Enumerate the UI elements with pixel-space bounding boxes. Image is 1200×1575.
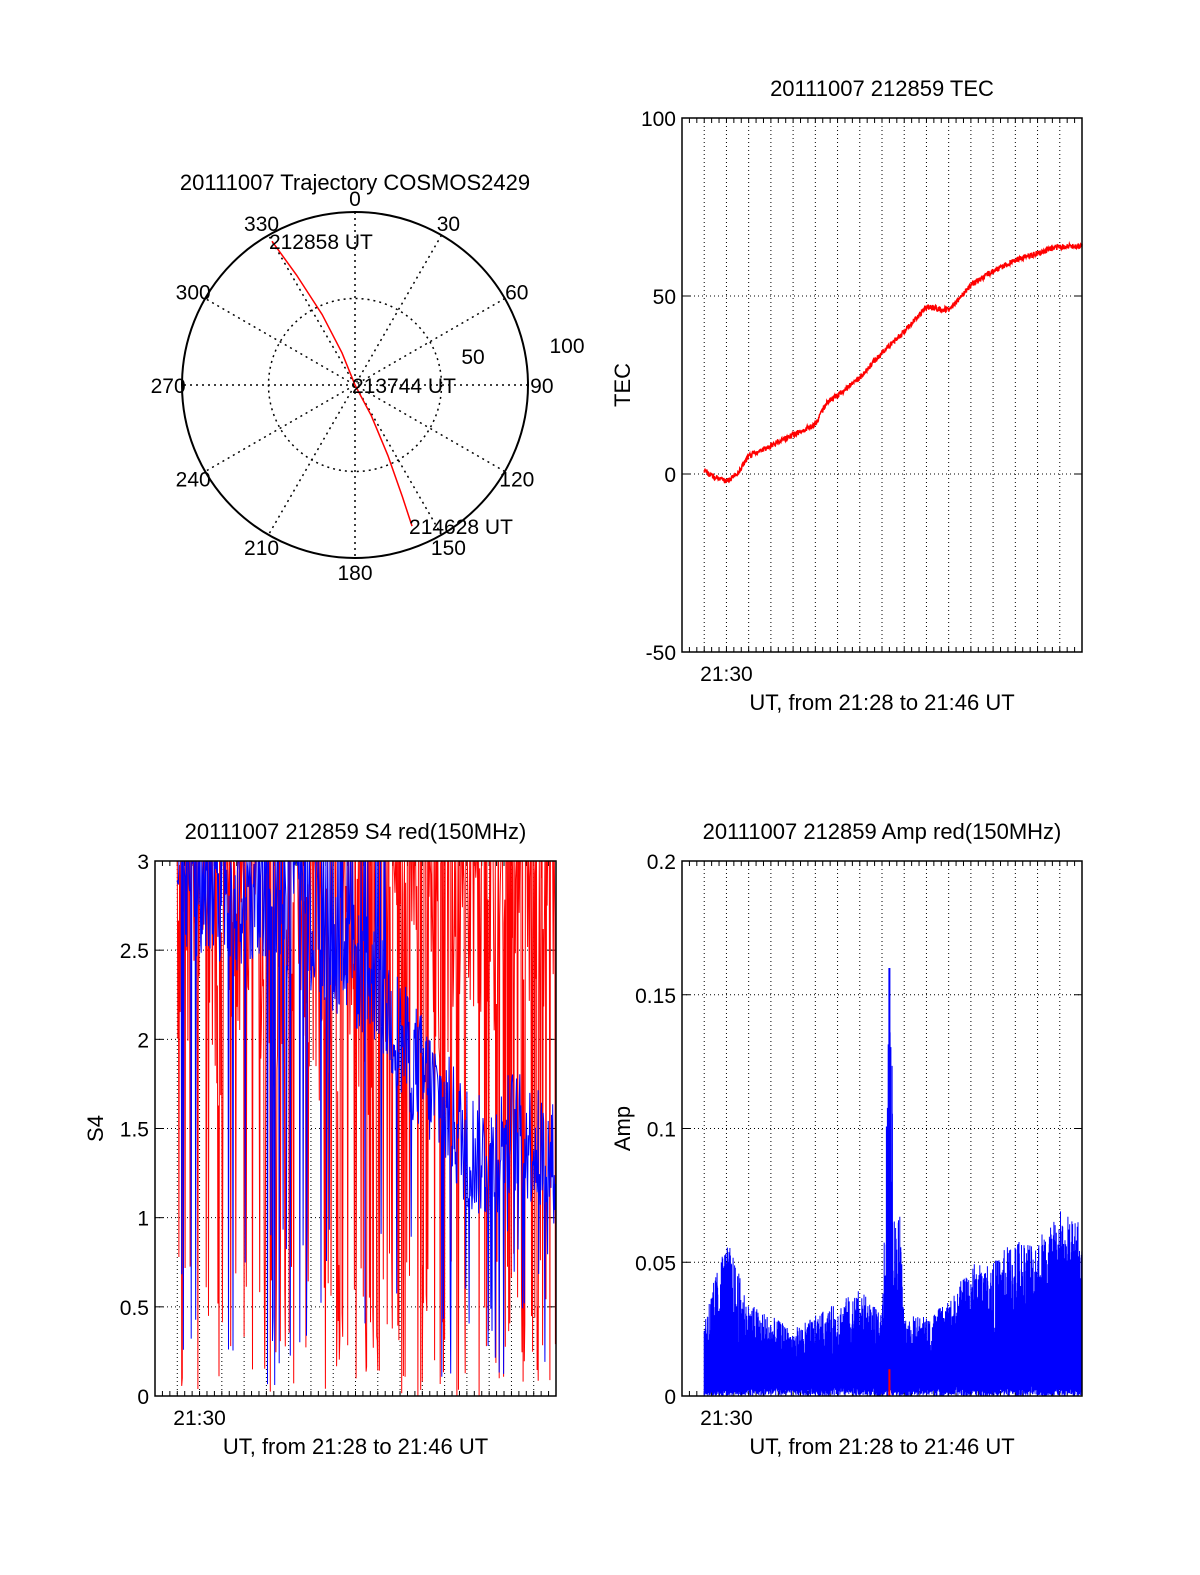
- y-tick-label: 1: [137, 1208, 149, 1231]
- y-tick-label: 0.15: [635, 985, 676, 1008]
- polar-angle-label: 270: [151, 375, 186, 398]
- y-tick-label: 0: [664, 464, 676, 487]
- polar-angle-label: 300: [176, 282, 211, 305]
- x-tick-label: 21:30: [700, 1407, 753, 1430]
- y-tick-label: 1.5: [120, 1119, 149, 1142]
- y-tick-label: 100: [641, 108, 676, 131]
- polar-spoke: [267, 234, 443, 536]
- plot-area: [703, 240, 1083, 484]
- panel-title: 20111007 212859 S4 red(150MHz): [185, 819, 527, 844]
- x-tick-label: 21:30: [173, 1407, 226, 1430]
- polar-angle-label: 210: [244, 537, 279, 560]
- y-tick-label: 0.1: [647, 1119, 676, 1142]
- y-tick-label: -50: [646, 642, 676, 665]
- polar-spoke: [267, 234, 443, 536]
- x-tick-label: 21:30: [700, 663, 753, 686]
- polar-spoke: [204, 297, 506, 473]
- polar-angle-label: 60: [505, 282, 528, 305]
- polar-spoke: [204, 297, 506, 473]
- y-tick-label: 0.5: [120, 1297, 149, 1320]
- y-tick-label: 0.05: [635, 1252, 676, 1275]
- y-tick-label: 3: [137, 851, 149, 874]
- x-axis-label: UT, from 21:28 to 21:46 UT: [223, 1434, 488, 1459]
- s4-blue-series-line: [176, 860, 556, 1386]
- panel-title: 20111007 212859 Amp red(150MHz): [703, 819, 1062, 844]
- plot-area: [176, 860, 556, 1396]
- y-tick-label: 0: [137, 1386, 149, 1409]
- tec-series-line: [703, 240, 1083, 484]
- y-tick-label: 2: [137, 1029, 149, 1052]
- polar-time-annotation: 212858 UT: [269, 231, 373, 254]
- polar-time-annotation: 214628 UT: [409, 516, 513, 539]
- plot-frame: [681, 860, 1083, 1397]
- y-tick-label: 50: [653, 286, 676, 309]
- x-axis-label: UT, from 21:28 to 21:46 UT: [749, 1434, 1014, 1459]
- y-axis-label: TEC: [610, 363, 635, 407]
- amp-blue-series-line: [703, 967, 1083, 1397]
- polar-radius-label: 50: [461, 346, 484, 369]
- polar-angle-label: 30: [437, 213, 460, 236]
- polar-radius-label: 100: [549, 335, 584, 358]
- polar-angle-label: 90: [530, 375, 553, 398]
- polar-angle-label: 120: [499, 468, 534, 491]
- y-tick-label: 2.5: [120, 940, 149, 963]
- y-tick-label: 0: [664, 1386, 676, 1409]
- polar-angle-label: 150: [431, 537, 466, 560]
- polar-time-annotation: 213744 UT: [352, 375, 456, 398]
- y-axis-label: S4: [83, 1115, 108, 1142]
- polar-angle-label: 330: [244, 213, 279, 236]
- polar-title: 20111007 Trajectory COSMOS2429: [180, 170, 530, 195]
- plot-frame: [681, 117, 1083, 653]
- polar-angle-label: 240: [176, 468, 211, 491]
- polar-angle-label: 180: [337, 562, 372, 585]
- plot-area: [703, 967, 1083, 1397]
- x-axis-label: UT, from 21:28 to 21:46 UT: [749, 690, 1014, 715]
- y-tick-label: 0.2: [647, 851, 676, 874]
- y-axis-label: Amp: [610, 1106, 635, 1151]
- panel-title: 20111007 212859 TEC: [770, 76, 994, 101]
- polar-trajectory-line: [271, 240, 413, 527]
- plot-frame: [154, 860, 557, 1397]
- polar-angle-label: 0: [349, 188, 361, 211]
